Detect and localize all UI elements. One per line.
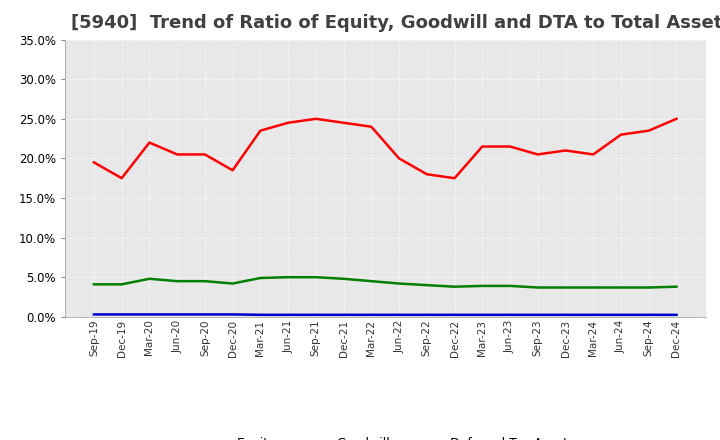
Equity — [228, 168, 237, 173]
Deferred Tax Assets — [201, 279, 210, 284]
Deferred Tax Assets — [284, 275, 292, 280]
Goodwill — [450, 312, 459, 317]
Goodwill — [145, 312, 154, 317]
Goodwill — [117, 312, 126, 317]
Goodwill — [201, 312, 210, 317]
Goodwill — [644, 312, 653, 317]
Goodwill — [173, 312, 181, 317]
Goodwill — [616, 312, 625, 317]
Goodwill — [534, 312, 542, 317]
Goodwill — [228, 312, 237, 317]
Equity — [616, 132, 625, 137]
Equity — [145, 140, 154, 145]
Equity — [505, 144, 514, 149]
Deferred Tax Assets — [367, 279, 376, 284]
Equity — [478, 144, 487, 149]
Goodwill — [478, 312, 487, 317]
Deferred Tax Assets — [339, 276, 348, 282]
Deferred Tax Assets — [672, 284, 681, 290]
Deferred Tax Assets — [450, 284, 459, 290]
Goodwill — [339, 312, 348, 317]
Deferred Tax Assets — [423, 282, 431, 288]
Goodwill — [367, 312, 376, 317]
Equity — [534, 152, 542, 157]
Goodwill — [312, 312, 320, 317]
Deferred Tax Assets — [117, 282, 126, 287]
Deferred Tax Assets — [644, 285, 653, 290]
Deferred Tax Assets — [256, 275, 265, 281]
Equity — [589, 152, 598, 157]
Deferred Tax Assets — [561, 285, 570, 290]
Deferred Tax Assets — [534, 285, 542, 290]
Deferred Tax Assets — [312, 275, 320, 280]
Equity — [450, 176, 459, 181]
Goodwill — [672, 312, 681, 317]
Equity — [173, 152, 181, 157]
Text: [5940]  Trend of Ratio of Equity, Goodwill and DTA to Total Assets: [5940] Trend of Ratio of Equity, Goodwil… — [71, 15, 720, 33]
Deferred Tax Assets — [589, 285, 598, 290]
Deferred Tax Assets — [395, 281, 403, 286]
Equity — [89, 160, 98, 165]
Equity — [117, 176, 126, 181]
Equity — [423, 172, 431, 177]
Goodwill — [256, 312, 265, 317]
Goodwill — [505, 312, 514, 317]
Equity — [284, 120, 292, 125]
Equity — [339, 120, 348, 125]
Goodwill — [89, 312, 98, 317]
Deferred Tax Assets — [145, 276, 154, 282]
Legend: Equity, Goodwill, Deferred Tax Assets: Equity, Goodwill, Deferred Tax Assets — [191, 432, 580, 440]
Deferred Tax Assets — [478, 283, 487, 289]
Deferred Tax Assets — [89, 282, 98, 287]
Deferred Tax Assets — [505, 283, 514, 289]
Deferred Tax Assets — [228, 281, 237, 286]
Line: Deferred Tax Assets: Deferred Tax Assets — [94, 277, 677, 287]
Goodwill — [284, 312, 292, 317]
Equity — [644, 128, 653, 133]
Equity — [395, 156, 403, 161]
Equity — [367, 124, 376, 129]
Deferred Tax Assets — [616, 285, 625, 290]
Equity — [561, 148, 570, 153]
Deferred Tax Assets — [173, 279, 181, 284]
Goodwill — [423, 312, 431, 317]
Goodwill — [395, 312, 403, 317]
Equity — [256, 128, 265, 133]
Line: Equity: Equity — [94, 119, 677, 178]
Equity — [672, 116, 681, 121]
Equity — [312, 116, 320, 121]
Goodwill — [561, 312, 570, 317]
Goodwill — [589, 312, 598, 317]
Equity — [201, 152, 210, 157]
